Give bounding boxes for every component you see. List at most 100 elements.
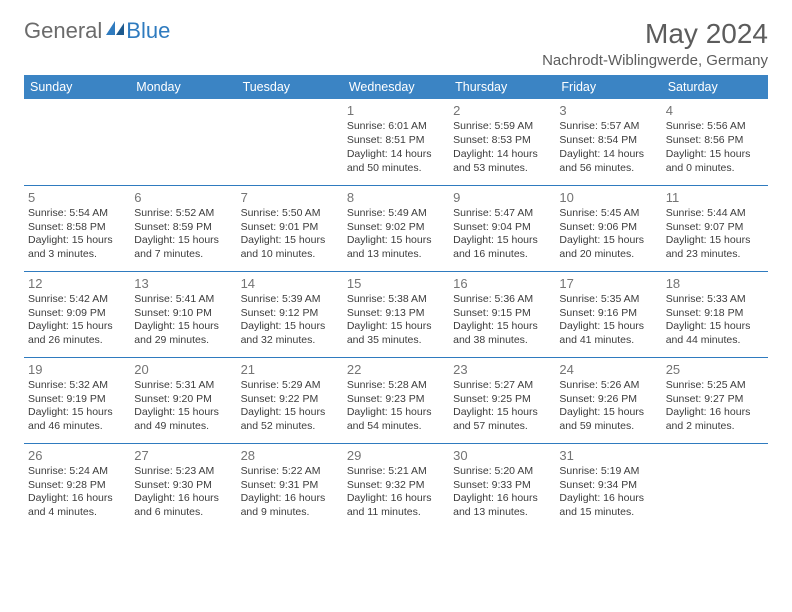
calendar-day-cell: 4Sunrise: 5:56 AMSunset: 8:56 PMDaylight… xyxy=(662,99,768,185)
sunrise-text: Sunrise: 5:35 AM xyxy=(559,293,657,307)
calendar-day-cell: 19Sunrise: 5:32 AMSunset: 9:19 PMDayligh… xyxy=(24,357,130,443)
sunset-text: Sunset: 9:04 PM xyxy=(453,221,551,235)
daylight-text: Daylight: 16 hours and 6 minutes. xyxy=(134,492,232,520)
sunset-text: Sunset: 8:53 PM xyxy=(453,134,551,148)
day-number: 20 xyxy=(134,361,232,378)
sunset-text: Sunset: 9:27 PM xyxy=(666,393,764,407)
day-number: 21 xyxy=(241,361,339,378)
sunrise-text: Sunrise: 5:57 AM xyxy=(559,120,657,134)
calendar-day-cell: 16Sunrise: 5:36 AMSunset: 9:15 PMDayligh… xyxy=(449,271,555,357)
sunset-text: Sunset: 9:07 PM xyxy=(666,221,764,235)
sunset-text: Sunset: 9:12 PM xyxy=(241,307,339,321)
weekday-header: Saturday xyxy=(662,75,768,99)
calendar-table: Sunday Monday Tuesday Wednesday Thursday… xyxy=(24,75,768,529)
weekday-header: Monday xyxy=(130,75,236,99)
sunrise-text: Sunrise: 5:56 AM xyxy=(666,120,764,134)
sunrise-text: Sunrise: 5:31 AM xyxy=(134,379,232,393)
sunset-text: Sunset: 9:10 PM xyxy=(134,307,232,321)
sunrise-text: Sunrise: 5:27 AM xyxy=(453,379,551,393)
sunset-text: Sunset: 9:31 PM xyxy=(241,479,339,493)
day-number: 18 xyxy=(666,275,764,292)
daylight-text: Daylight: 15 hours and 35 minutes. xyxy=(347,320,445,348)
sunrise-text: Sunrise: 5:21 AM xyxy=(347,465,445,479)
sunrise-text: Sunrise: 5:20 AM xyxy=(453,465,551,479)
daylight-text: Daylight: 15 hours and 38 minutes. xyxy=(453,320,551,348)
sunrise-text: Sunrise: 5:45 AM xyxy=(559,207,657,221)
daylight-text: Daylight: 15 hours and 41 minutes. xyxy=(559,320,657,348)
daylight-text: Daylight: 15 hours and 23 minutes. xyxy=(666,234,764,262)
day-number: 12 xyxy=(28,275,126,292)
day-number: 1 xyxy=(347,102,445,119)
sunrise-text: Sunrise: 5:26 AM xyxy=(559,379,657,393)
daylight-text: Daylight: 15 hours and 57 minutes. xyxy=(453,406,551,434)
calendar-body: 1Sunrise: 6:01 AMSunset: 8:51 PMDaylight… xyxy=(24,99,768,529)
sunrise-text: Sunrise: 5:33 AM xyxy=(666,293,764,307)
sunrise-text: Sunrise: 5:42 AM xyxy=(28,293,126,307)
calendar-day-cell: 21Sunrise: 5:29 AMSunset: 9:22 PMDayligh… xyxy=(237,357,343,443)
calendar-day-cell: 17Sunrise: 5:35 AMSunset: 9:16 PMDayligh… xyxy=(555,271,661,357)
day-number: 6 xyxy=(134,189,232,206)
sunrise-text: Sunrise: 5:25 AM xyxy=(666,379,764,393)
daylight-text: Daylight: 15 hours and 20 minutes. xyxy=(559,234,657,262)
sunset-text: Sunset: 9:26 PM xyxy=(559,393,657,407)
daylight-text: Daylight: 16 hours and 2 minutes. xyxy=(666,406,764,434)
daylight-text: Daylight: 14 hours and 56 minutes. xyxy=(559,148,657,176)
calendar-day-cell: 3Sunrise: 5:57 AMSunset: 8:54 PMDaylight… xyxy=(555,99,661,185)
sunset-text: Sunset: 9:18 PM xyxy=(666,307,764,321)
sunset-text: Sunset: 9:13 PM xyxy=(347,307,445,321)
sunset-text: Sunset: 9:34 PM xyxy=(559,479,657,493)
day-number: 2 xyxy=(453,102,551,119)
calendar-day-cell: 1Sunrise: 6:01 AMSunset: 8:51 PMDaylight… xyxy=(343,99,449,185)
day-number: 31 xyxy=(559,447,657,464)
sunrise-text: Sunrise: 5:32 AM xyxy=(28,379,126,393)
sunrise-text: Sunrise: 5:38 AM xyxy=(347,293,445,307)
sunset-text: Sunset: 8:54 PM xyxy=(559,134,657,148)
calendar-day-cell: 26Sunrise: 5:24 AMSunset: 9:28 PMDayligh… xyxy=(24,443,130,529)
sunset-text: Sunset: 9:30 PM xyxy=(134,479,232,493)
sunrise-text: Sunrise: 5:54 AM xyxy=(28,207,126,221)
sunrise-text: Sunrise: 5:36 AM xyxy=(453,293,551,307)
day-number: 17 xyxy=(559,275,657,292)
sunrise-text: Sunrise: 5:29 AM xyxy=(241,379,339,393)
calendar-day-cell: 24Sunrise: 5:26 AMSunset: 9:26 PMDayligh… xyxy=(555,357,661,443)
calendar-day-cell: 27Sunrise: 5:23 AMSunset: 9:30 PMDayligh… xyxy=(130,443,236,529)
sunset-text: Sunset: 9:23 PM xyxy=(347,393,445,407)
day-number: 8 xyxy=(347,189,445,206)
sunset-text: Sunset: 9:22 PM xyxy=(241,393,339,407)
sunset-text: Sunset: 9:15 PM xyxy=(453,307,551,321)
day-number: 28 xyxy=(241,447,339,464)
day-number: 19 xyxy=(28,361,126,378)
day-number: 9 xyxy=(453,189,551,206)
sunset-text: Sunset: 8:51 PM xyxy=(347,134,445,148)
daylight-text: Daylight: 15 hours and 32 minutes. xyxy=(241,320,339,348)
calendar-day-cell: 7Sunrise: 5:50 AMSunset: 9:01 PMDaylight… xyxy=(237,185,343,271)
calendar-day-cell: 28Sunrise: 5:22 AMSunset: 9:31 PMDayligh… xyxy=(237,443,343,529)
daylight-text: Daylight: 16 hours and 11 minutes. xyxy=(347,492,445,520)
daylight-text: Daylight: 16 hours and 9 minutes. xyxy=(241,492,339,520)
sunset-text: Sunset: 9:33 PM xyxy=(453,479,551,493)
daylight-text: Daylight: 15 hours and 49 minutes. xyxy=(134,406,232,434)
daylight-text: Daylight: 15 hours and 3 minutes. xyxy=(28,234,126,262)
page-header: General Blue May 2024 Nachrodt-Wiblingwe… xyxy=(24,18,768,69)
daylight-text: Daylight: 15 hours and 7 minutes. xyxy=(134,234,232,262)
calendar-day-cell xyxy=(662,443,768,529)
sunset-text: Sunset: 9:32 PM xyxy=(347,479,445,493)
day-number: 24 xyxy=(559,361,657,378)
sunrise-text: Sunrise: 5:28 AM xyxy=(347,379,445,393)
sunrise-text: Sunrise: 5:59 AM xyxy=(453,120,551,134)
daylight-text: Daylight: 15 hours and 13 minutes. xyxy=(347,234,445,262)
sunrise-text: Sunrise: 5:50 AM xyxy=(241,207,339,221)
sunset-text: Sunset: 9:19 PM xyxy=(28,393,126,407)
daylight-text: Daylight: 15 hours and 54 minutes. xyxy=(347,406,445,434)
calendar-day-cell xyxy=(237,99,343,185)
sunset-text: Sunset: 9:25 PM xyxy=(453,393,551,407)
sunset-text: Sunset: 9:02 PM xyxy=(347,221,445,235)
calendar-day-cell: 29Sunrise: 5:21 AMSunset: 9:32 PMDayligh… xyxy=(343,443,449,529)
daylight-text: Daylight: 14 hours and 50 minutes. xyxy=(347,148,445,176)
sunrise-text: Sunrise: 5:41 AM xyxy=(134,293,232,307)
day-number: 23 xyxy=(453,361,551,378)
calendar-week-row: 5Sunrise: 5:54 AMSunset: 8:58 PMDaylight… xyxy=(24,185,768,271)
sunrise-text: Sunrise: 5:52 AM xyxy=(134,207,232,221)
logo-text-blue: Blue xyxy=(126,18,170,44)
day-number: 25 xyxy=(666,361,764,378)
